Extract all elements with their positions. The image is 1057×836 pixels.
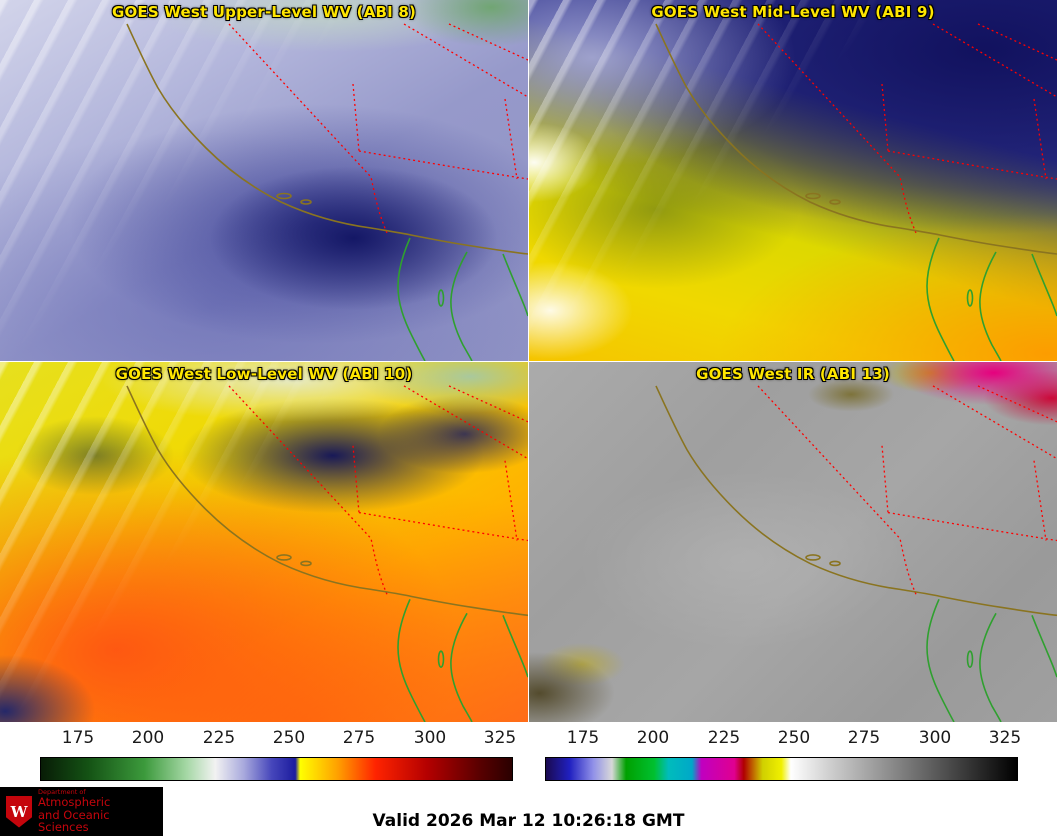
panel-title-abi8: GOES West Upper-Level WV (ABI 8)	[111, 3, 417, 21]
tick-label: 200	[131, 728, 165, 748]
crest-letter: W	[10, 802, 28, 821]
tick-label: 300	[918, 728, 952, 748]
panel-upper-level-wv: GOES West Upper-Level WV (ABI 8)	[0, 0, 528, 361]
wv-colorbar-group: 175 200 225 250 275 300 325	[40, 726, 517, 782]
logo-name-line1: Atmospheric	[38, 795, 111, 810]
map-boundaries-overlay	[126, 385, 528, 722]
tick-label: 175	[566, 728, 600, 748]
tick-label: 225	[707, 728, 741, 748]
tick-label: 325	[483, 728, 517, 748]
tick-label: 175	[61, 728, 95, 748]
satellite-image-grid: GOES West Upper-Level WV (ABI 8) GOES We…	[0, 0, 1057, 722]
panel-mid-level-wv: GOES West Mid-Level WV (ABI 9)	[529, 0, 1057, 361]
tick-label: 275	[847, 728, 881, 748]
logo-text: Department of Atmospheric and Oceanic Sc…	[38, 788, 163, 835]
panel-title-abi9: GOES West Mid-Level WV (ABI 9)	[651, 3, 935, 21]
ir-colorbar-ticks: 175 200 225 250 275 300 325	[545, 726, 1022, 752]
map-boundaries-overlay	[126, 23, 528, 361]
tick-label: 325	[988, 728, 1022, 748]
tick-label: 225	[202, 728, 236, 748]
wv-colorbar	[40, 757, 513, 781]
logo-name-line2: and Oceanic Sciences	[38, 807, 110, 835]
tick-label: 250	[272, 728, 306, 748]
tick-label: 200	[636, 728, 670, 748]
tick-label: 250	[777, 728, 811, 748]
logo-dept-line: Department of	[38, 788, 86, 797]
panel-low-level-wv: GOES West Low-Level WV (ABI 10)	[0, 362, 528, 722]
panel-title-abi13: GOES West IR (ABI 13)	[696, 365, 890, 383]
tick-label: 300	[413, 728, 447, 748]
wv-colorbar-ticks: 175 200 225 250 275 300 325	[40, 726, 517, 752]
ir-colorbar	[545, 757, 1018, 781]
ir-colorbar-group: 175 200 225 250 275 300 325	[545, 726, 1022, 782]
panel-title-abi10: GOES West Low-Level WV (ABI 10)	[115, 365, 413, 383]
map-boundaries-overlay	[655, 23, 1057, 361]
map-boundaries-overlay	[655, 385, 1057, 722]
valid-time-label: Valid 2026 Mar 12 10:26:18 GMT	[372, 811, 685, 831]
tick-label: 275	[342, 728, 376, 748]
uw-aos-logo: W Department of Atmospheric and Oceanic …	[0, 787, 163, 836]
panel-ir: GOES West IR (ABI 13)	[529, 362, 1057, 722]
